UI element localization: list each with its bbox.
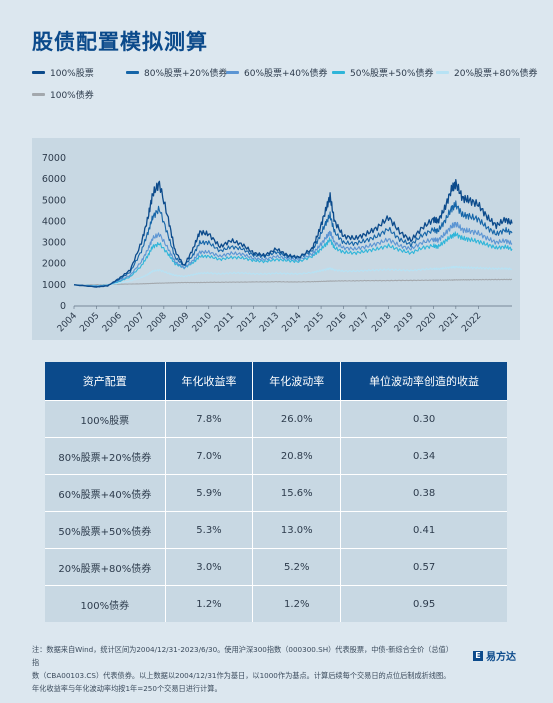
- legend-swatch: [32, 71, 45, 74]
- x-tick-label: 2019: [393, 311, 416, 334]
- footnote-line: 年化收益率与年化波动率均按1年=250个交易日进行计算。: [32, 684, 222, 693]
- table-header-row: 资产配置 年化收益率 年化波动率 单位波动率创造的收益: [45, 362, 507, 401]
- table-cell: 60%股票+40%债券: [45, 474, 166, 512]
- table-row: 60%股票+40%债券 5.9% 15.6% 0.38: [45, 474, 507, 512]
- x-tick-label: 2008: [146, 311, 169, 334]
- x-tick-label: 2016: [325, 311, 348, 334]
- series-line: [73, 278, 513, 286]
- table-cell: 5.3%: [164, 511, 253, 549]
- legend-label: 20%股票+80%债券: [454, 69, 538, 79]
- x-tick-label: 2005: [78, 311, 101, 334]
- table-cell: 7.8%: [164, 400, 253, 438]
- table-row: 50%股票+50%债券 5.3% 13.0% 0.41: [45, 511, 507, 549]
- legend-swatch: [32, 93, 45, 96]
- x-tick-label: 2014: [280, 311, 303, 334]
- table-cell: 0.41: [340, 511, 507, 549]
- legend-item: 80%股票+20%债券: [126, 66, 228, 79]
- table-cell: 0.57: [340, 548, 507, 586]
- page-title: 股债配置模拟测算: [32, 30, 208, 54]
- chart-panel: 0 1000 2000 3000 4000 5000 6000 7000 2004 2005 200…: [32, 138, 520, 340]
- x-tick-label: 2006: [101, 311, 124, 334]
- table-cell: 50%股票+50%债券: [45, 511, 166, 549]
- logo-text: 易方达: [486, 652, 516, 663]
- table-row: 20%股票+80%债券 3.0% 5.2% 0.57: [45, 548, 507, 586]
- legend-label: 100%股票: [50, 69, 94, 79]
- table-row: 80%股票+20%债券 7.0% 20.8% 0.34: [45, 437, 507, 475]
- legend-label: 60%股票+40%债券: [244, 69, 328, 79]
- x-tick-label: 2011: [213, 311, 236, 334]
- table-row: 100%股票 7.8% 26.0% 0.30: [45, 400, 507, 438]
- y-tick-label: 4000: [42, 216, 66, 227]
- brand-logo: E 易方达: [473, 648, 516, 663]
- series-line: [73, 221, 513, 287]
- y-tick-label: 6000: [42, 174, 66, 185]
- series-line: [73, 265, 513, 287]
- logo-mark-icon: E: [473, 650, 483, 661]
- table-cell: 0.30: [340, 400, 507, 438]
- legend-label: 50%股票+50%债券: [350, 69, 434, 79]
- x-tick-label: 2020: [415, 311, 438, 334]
- table-cell: 20.8%: [252, 437, 341, 475]
- table-header-cell: 单位波动率创造的收益: [340, 362, 507, 401]
- table-header-cell: 资产配置: [45, 362, 166, 401]
- legend-label: 100%债券: [50, 91, 94, 101]
- legend-swatch: [226, 71, 239, 74]
- table-cell: 100%股票: [45, 400, 166, 438]
- x-tick-label: 2015: [303, 311, 326, 334]
- table-row: 100%债券 1.2% 1.2% 0.95: [45, 585, 507, 622]
- table-cell: 26.0%: [252, 400, 341, 438]
- y-tick-label: 3000: [42, 238, 66, 249]
- table-cell: 5.2%: [252, 548, 341, 586]
- legend-item: 100%股票: [32, 66, 94, 79]
- x-tick-label: 2007: [123, 311, 146, 334]
- x-tick-label: 2018: [370, 311, 393, 334]
- legend-label: 80%股票+20%债券: [144, 69, 228, 79]
- table-cell: 13.0%: [252, 511, 341, 549]
- table-cell: 1.2%: [252, 585, 341, 622]
- legend-item: 50%股票+50%债券: [332, 66, 434, 79]
- series-line: [73, 179, 513, 288]
- series-line: [73, 231, 513, 287]
- table-cell: 0.38: [340, 474, 507, 512]
- table-cell: 1.2%: [164, 585, 253, 622]
- footnote-line: 注：数据来自Wind，统计区间为2004/12/31-2023/6/30。使用沪…: [32, 645, 450, 667]
- footnote: 注：数据来自Wind，统计区间为2004/12/31-2023/6/30。使用沪…: [32, 643, 452, 695]
- allocation-table: 资产配置 年化收益率 年化波动率 单位波动率创造的收益 100%股票 7.8% 26.0%…: [45, 362, 507, 622]
- table-header-cell: 年化收益率: [164, 362, 253, 401]
- y-tick-label: 2000: [42, 259, 66, 270]
- x-tick-label: 2004: [56, 311, 79, 334]
- series-line: [73, 200, 513, 288]
- table-cell: 15.6%: [252, 474, 341, 512]
- table-cell: 3.0%: [164, 548, 253, 586]
- table-cell: 20%股票+80%债券: [45, 548, 166, 586]
- x-tick-label: 2022: [460, 311, 483, 334]
- x-tick-label: 2012: [236, 311, 259, 334]
- legend-item: 20%股票+80%债券: [436, 66, 538, 79]
- table-header-cell: 年化波动率: [252, 362, 341, 401]
- legend-item: 100%债券: [32, 88, 94, 101]
- y-tick-label: 1000: [42, 280, 66, 291]
- legend-swatch: [436, 71, 449, 74]
- y-tick-label: 5000: [42, 195, 66, 206]
- x-tick-label: 2017: [348, 311, 371, 334]
- x-tick-label: 2013: [258, 311, 281, 334]
- x-tick-label: 2021: [438, 311, 461, 334]
- table-cell: 0.95: [340, 585, 507, 622]
- table-cell: 5.9%: [164, 474, 253, 512]
- table-cell: 80%股票+20%债券: [45, 437, 166, 475]
- y-tick-label: 7000: [42, 153, 66, 164]
- legend-swatch: [126, 71, 139, 74]
- x-tick-label: 2010: [191, 311, 214, 334]
- footnote-line: 数（CBA00103.CS）代表债券。以上数据以2004/12/31作为基日，以…: [32, 671, 451, 680]
- y-tick-label: 0: [60, 301, 66, 312]
- legend-swatch: [332, 71, 345, 74]
- x-tick-label: 2009: [168, 311, 191, 334]
- table-cell: 7.0%: [164, 437, 253, 475]
- table-cell: 100%债券: [45, 585, 166, 622]
- legend-item: 60%股票+40%债券: [226, 66, 328, 79]
- table-cell: 0.34: [340, 437, 507, 475]
